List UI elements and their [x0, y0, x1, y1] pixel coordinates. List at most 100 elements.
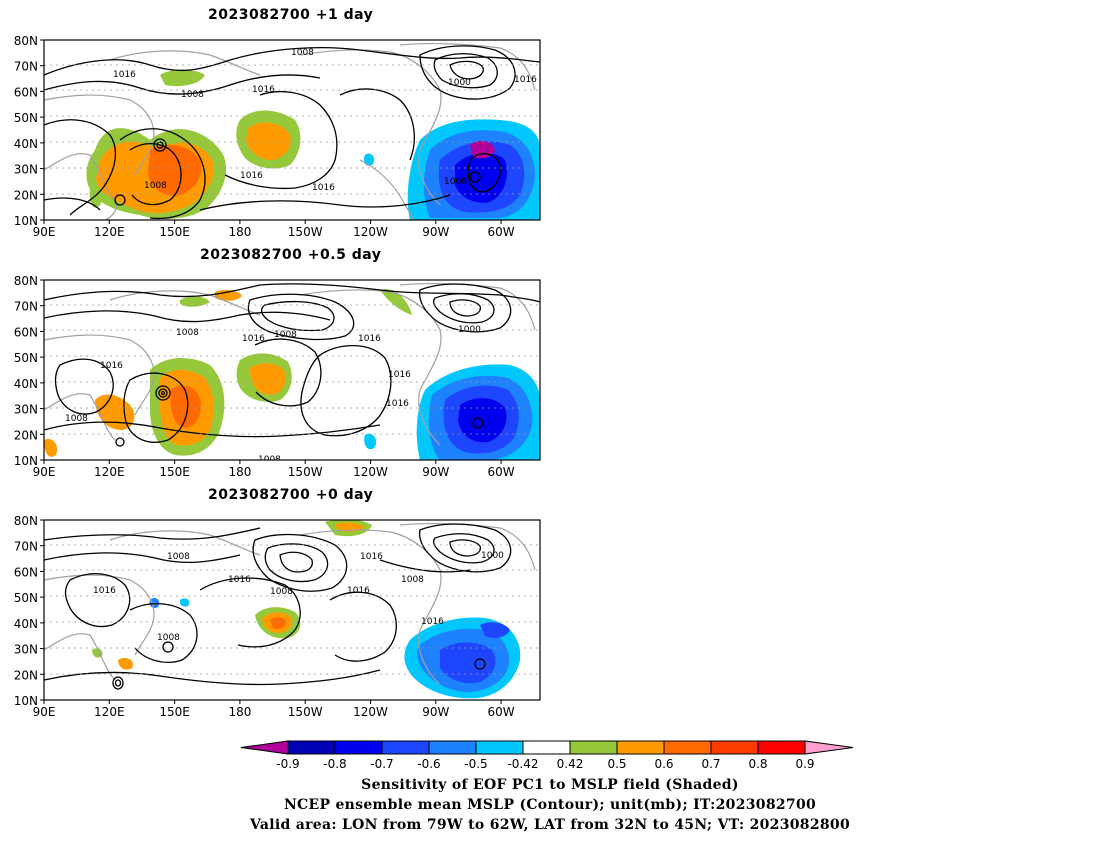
lon-label: 180: [228, 705, 251, 719]
lat-label: 40N: [14, 617, 38, 631]
contour-label: 1008: [291, 48, 314, 58]
colorbar-tick-label: 0.9: [795, 757, 814, 771]
lat-label: 20N: [14, 188, 38, 202]
colorbar-swatch: [287, 740, 336, 755]
lon-label: 90E: [33, 465, 56, 479]
gridlines: [44, 544, 540, 675]
lat-label: 80N: [14, 514, 38, 528]
colorbar-swatch: [616, 740, 665, 755]
lat-label: 20N: [14, 668, 38, 682]
contour-label: 1016: [386, 399, 409, 409]
contour-label: 1016: [421, 617, 444, 627]
contour-label: 1000: [481, 551, 504, 561]
lon-label: 60W: [488, 225, 515, 239]
contour-labels: 1008 1016 1008 1016 1000 1016 1008 1016 …: [93, 551, 504, 643]
contour-labels: 1008 1016 1008 1016 1000 1016 1008 1016 …: [113, 48, 537, 193]
colorbar-tick-label: -0.5: [464, 757, 487, 771]
colorbar-tick-label: -0.42: [507, 757, 538, 771]
panel-1: 1008 1016 1008 1016 1000 1016 1008 1016 …: [43, 39, 541, 221]
negative-sensitivity-shading: [149, 597, 521, 699]
lat-label: 80N: [14, 34, 38, 48]
lat-label: 30N: [14, 163, 38, 177]
lat-label: 50N: [14, 591, 38, 605]
lat-label: 10N: [14, 214, 38, 228]
colorbar-low-arrow: [240, 740, 289, 755]
contour-label: 1008: [270, 587, 293, 597]
lon-label: 90E: [33, 225, 56, 239]
negative-sensitivity-shading: [364, 364, 540, 460]
lon-label: 90W: [422, 705, 449, 719]
lon-label: 120E: [94, 465, 125, 479]
lat-label: 40N: [14, 137, 38, 151]
contour-label: 1008: [181, 90, 204, 100]
lon-label: 180: [228, 465, 251, 479]
contour-label: 1016: [252, 85, 275, 95]
contour-label: 1016: [242, 334, 265, 344]
colorbar-swatch: [569, 740, 618, 755]
contour-label: 1016: [347, 586, 370, 596]
lon-label: 150W: [288, 225, 323, 239]
colorbar-swatch: [381, 740, 430, 755]
panel-title-2: 2023082700 +0.5 day: [200, 247, 382, 263]
positive-sensitivity-shading: [92, 520, 372, 670]
colorbar-tick-label: -0.7: [370, 757, 393, 771]
lon-label: 90W: [422, 225, 449, 239]
contour-label: 1008: [157, 633, 180, 643]
coastlines: [44, 282, 536, 446]
contour-label: 1008: [65, 414, 88, 424]
contour-label: 1008: [167, 552, 190, 562]
colorbar-swatch: [428, 740, 477, 755]
contour-label: 1016: [100, 361, 123, 371]
lat-label: 70N: [14, 60, 38, 74]
contour-labels: 1008 1016 1008 1016 1016 1000 1016 1016 …: [65, 325, 481, 465]
colorbar-tick-label: 0.6: [654, 757, 673, 771]
colorbar-swatch: [757, 740, 806, 755]
caption-line-3: Valid area: LON from 79W to 62W, LAT fro…: [249, 817, 851, 833]
contour-label: 1000: [448, 78, 471, 88]
colorbar: -0.9 -0.8 -0.7 -0.6 -0.5 -0.42 0.42 0.5 0.6 0.7 0.…: [240, 740, 854, 771]
lon-label: 150E: [159, 225, 190, 239]
panel-2: 1008 1016 1008 1016 1016 1000 1016 1016 …: [43, 279, 541, 465]
colorbar-tick-label: -0.8: [323, 757, 346, 771]
lat-label: 30N: [14, 643, 38, 657]
positive-sensitivity-shading: [86, 69, 301, 219]
lat-label: 30N: [14, 403, 38, 417]
negative-sensitivity-shading: [363, 119, 540, 220]
colorbar-tick-label: 0.7: [701, 757, 720, 771]
mslp-contours: [44, 45, 540, 220]
lon-label: 150W: [288, 465, 323, 479]
colorbar-tick-label: 0.42: [557, 757, 584, 771]
colorbar-swatch: [334, 740, 383, 755]
panel-3: 1008 1016 1008 1016 1000 1016 1008 1016 …: [43, 519, 541, 701]
lat-label: 50N: [14, 351, 38, 365]
lon-label: 120E: [94, 225, 125, 239]
contour-label: 1008: [444, 177, 467, 187]
contour-label: 1008: [176, 328, 199, 338]
lat-label: 40N: [14, 377, 38, 391]
positive-sensitivity-shading: [44, 289, 412, 457]
lon-label: 90E: [33, 705, 56, 719]
contour-label: 1016: [93, 586, 116, 596]
lon-label: 60W: [488, 465, 515, 479]
lon-label: 120W: [353, 705, 388, 719]
caption-line-2: NCEP ensemble mean MSLP (Contour); unit(…: [283, 797, 817, 813]
colorbar-swatch: [710, 740, 759, 755]
lon-label: 120E: [94, 705, 125, 719]
lat-label: 50N: [14, 111, 38, 125]
lat-label: 60N: [14, 565, 38, 579]
contour-label: 1008: [258, 455, 281, 465]
lat-label: 10N: [14, 694, 38, 708]
lon-label: 60W: [488, 705, 515, 719]
colorbar-tick-label: -0.6: [417, 757, 440, 771]
contour-label: 1008: [401, 575, 424, 585]
contour-label: 1016: [388, 370, 411, 380]
coastlines: [44, 522, 536, 686]
lon-label: 120W: [353, 465, 388, 479]
lon-label: 150E: [159, 465, 190, 479]
panel-title-3: 2023082700 +0 day: [208, 487, 374, 503]
contour-label: 1016: [228, 575, 251, 585]
colorbar-swatch: [522, 740, 571, 755]
lon-label: 150W: [288, 705, 323, 719]
contour-label: 1016: [312, 183, 335, 193]
